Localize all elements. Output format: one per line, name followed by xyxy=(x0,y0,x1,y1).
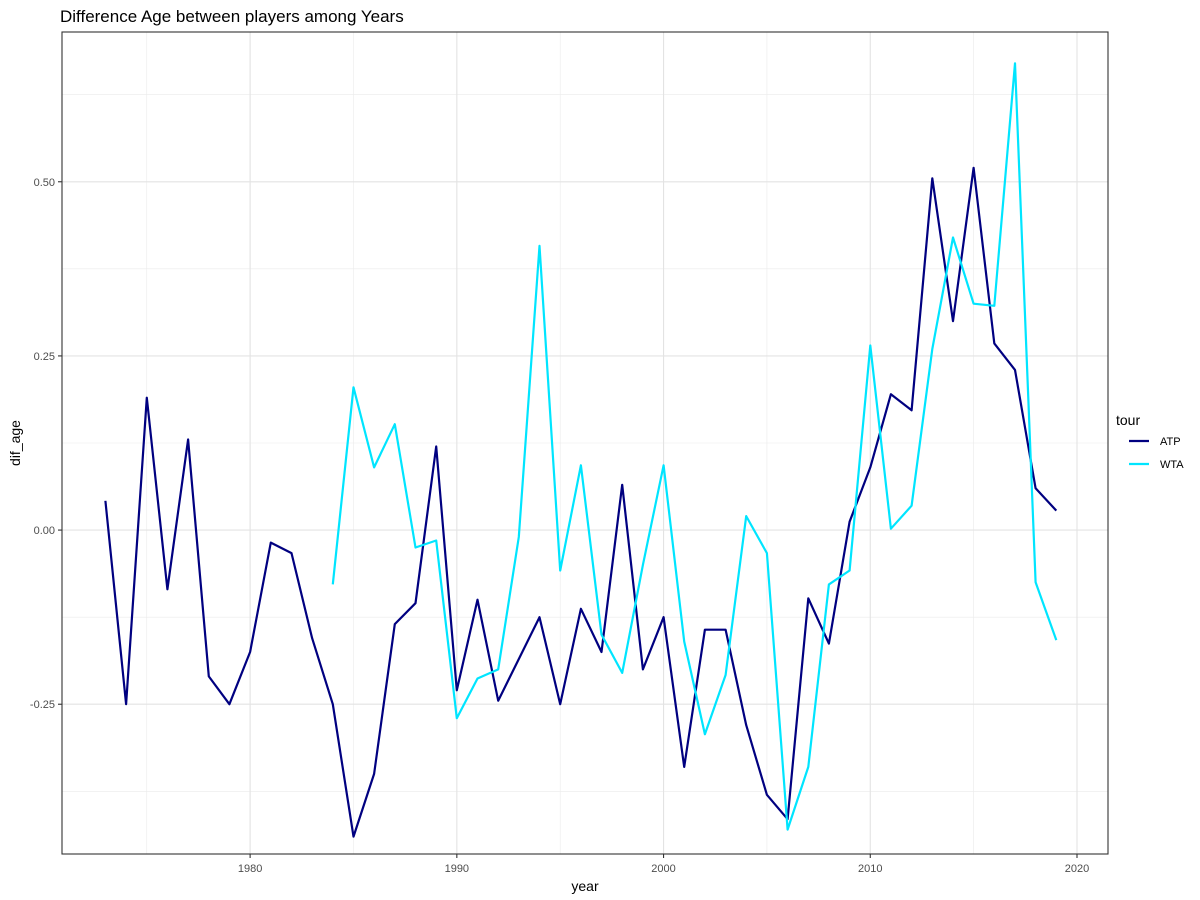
y-tick-label: 0.25 xyxy=(34,351,55,363)
plot-border xyxy=(61,31,1109,855)
y-tick-label: -0.25 xyxy=(30,699,55,711)
major-gridlines xyxy=(62,32,1108,854)
series-line-atp xyxy=(104,166,1058,838)
y-tick-label: 0.50 xyxy=(34,177,55,189)
x-axis: 1980 1990 2000 2010 2020 xyxy=(238,854,1089,875)
legend-keys: ATP WTA xyxy=(1129,436,1184,471)
legend-label-atp: ATP xyxy=(1160,436,1181,448)
x-axis-title: year xyxy=(571,878,599,894)
x-tick-label: 2000 xyxy=(651,863,675,875)
series-line-wta xyxy=(331,62,1058,831)
y-axis: -0.25 0.00 0.25 0.50 xyxy=(30,177,62,711)
x-tick-label: 1990 xyxy=(445,863,469,875)
chart-title: Difference Age between players among Yea… xyxy=(60,7,404,26)
plot-panel xyxy=(61,31,1109,855)
y-axis-title: dif_age xyxy=(7,420,23,466)
x-tick-label: 2020 xyxy=(1065,863,1089,875)
legend-label-wta: WTA xyxy=(1160,459,1184,471)
y-tick-label: 0.00 xyxy=(34,525,55,537)
x-tick-label: 1980 xyxy=(238,863,262,875)
legend-title: tour xyxy=(1116,412,1140,428)
legend: tour ATP WTA xyxy=(1116,412,1184,471)
series-lines xyxy=(104,62,1058,838)
x-tick-label: 2010 xyxy=(858,863,882,875)
